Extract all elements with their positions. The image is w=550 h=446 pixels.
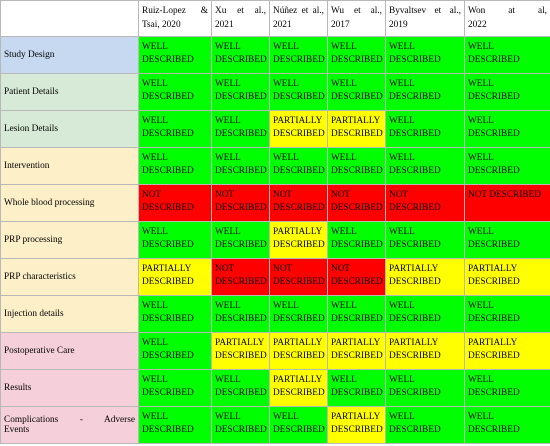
row-label: Patient Details <box>0 73 139 111</box>
rating-cell: PARTIALLY DESCRIBED <box>464 332 550 370</box>
rating-cell: PARTIALLY DESCRIBED <box>269 221 328 259</box>
rating-cell: WELL DESCRIBED <box>138 221 212 259</box>
rating-cell: WELL DESCRIBED <box>464 147 550 185</box>
row-label: Whole blood processing <box>0 184 139 222</box>
rating-cell: WELL DESCRIBED <box>211 295 270 333</box>
rating-cell: WELL DESCRIBED <box>385 369 465 407</box>
rating-cell: NOT DESCRIBED <box>269 184 328 222</box>
column-header: Byvaltsev et al., 2019 <box>385 0 465 37</box>
rating-cell: WELL DESCRIBED <box>269 406 328 444</box>
column-header: Won at al, 2022 <box>464 0 550 37</box>
rating-cell: WELL DESCRIBED <box>211 73 270 111</box>
rating-cell: WELL DESCRIBED <box>385 73 465 111</box>
rating-cell: NOT DESCRIBED <box>327 184 386 222</box>
rating-cell: WELL DESCRIBED <box>464 221 550 259</box>
rating-cell: WELL DESCRIBED <box>327 369 386 407</box>
rating-cell: WELL DESCRIBED <box>464 369 550 407</box>
column-header: Núñez et al., 2021 <box>269 0 328 37</box>
rating-cell: PARTIALLY DESCRIBED <box>269 369 328 407</box>
rating-cell: WELL DESCRIBED <box>211 369 270 407</box>
row-label: Injection details <box>0 295 139 333</box>
row-label: Complications - Adverse Events <box>0 406 139 444</box>
table-row: Patient Details WELL DESCRIBED WELL DESCRI… <box>0 73 550 111</box>
rating-cell: WELL DESCRIBED <box>385 147 465 185</box>
rating-cell: WELL DESCRIBED <box>327 147 386 185</box>
rating-cell: WELL DESCRIBED <box>269 36 328 74</box>
rating-cell: WELL DESCRIBED <box>269 147 328 185</box>
rating-cell: WELL DESCRIBED <box>138 147 212 185</box>
rating-cell: PARTIALLY DESCRIBED <box>464 258 550 296</box>
rating-cell: NOT DESCRIBED <box>269 258 328 296</box>
table-row: PRP characteristics PARTIALLY DESCRIBED NO… <box>0 258 550 296</box>
rating-cell: WELL DESCRIBED <box>464 73 550 111</box>
table-row: PRP processing WELL DESCRIBED WELL DESCRIB… <box>0 221 550 259</box>
rating-cell: WELL DESCRIBED <box>138 332 212 370</box>
column-header: Wu et al., 2017 <box>327 0 386 37</box>
rating-cell: WELL DESCRIBED <box>327 295 386 333</box>
table-row: Postoperative Care WELL DESCRIBED PARTIALL… <box>0 332 550 370</box>
rating-cell: WELL DESCRIBED <box>138 73 212 111</box>
rating-cell: WELL DESCRIBED <box>385 221 465 259</box>
table-row: Intervention WELL DESCRIBED WELL DESCRIBED… <box>0 147 550 185</box>
rating-cell: NOT DESCRIBED <box>385 184 465 222</box>
rating-cell: WELL DESCRIBED <box>464 406 550 444</box>
row-label: PRP characteristics <box>0 258 139 296</box>
row-label: Lesion Details <box>0 110 139 148</box>
row-label: Intervention <box>0 147 139 185</box>
table-row: Injection details WELL DESCRIBED WELL DESC… <box>0 295 550 333</box>
rating-cell: WELL DESCRIBED <box>464 295 550 333</box>
rating-cell: WELL DESCRIBED <box>327 36 386 74</box>
rating-cell: PARTIALLY DESCRIBED <box>138 258 212 296</box>
row-label: Postoperative Care <box>0 332 139 370</box>
rating-cell: WELL DESCRIBED <box>464 36 550 74</box>
table-row: Whole blood processing NOT DESCRIBED NOT D… <box>0 184 550 222</box>
corner-cell <box>0 0 139 37</box>
column-header: Xu et al., 2021 <box>211 0 270 37</box>
rating-cell: NOT DESCRIBED <box>211 258 270 296</box>
row-label: Results <box>0 369 139 407</box>
rating-cell: WELL DESCRIBED <box>327 221 386 259</box>
table-row: Lesion Details WELL DESCRIBED WELL DESCRIB… <box>0 110 550 148</box>
rating-cell: WELL DESCRIBED <box>327 73 386 111</box>
rating-cell: PARTIALLY DESCRIBED <box>327 110 386 148</box>
rating-cell: WELL DESCRIBED <box>269 295 328 333</box>
rating-cell: WELL DESCRIBED <box>211 147 270 185</box>
rating-cell: WELL DESCRIBED <box>138 369 212 407</box>
rating-cell: WELL DESCRIBED <box>464 110 550 148</box>
rating-cell: WELL DESCRIBED <box>385 406 465 444</box>
rating-cell: WELL DESCRIBED <box>385 110 465 148</box>
rating-cell: WELL DESCRIBED <box>138 295 212 333</box>
rating-cell: NOT DESCRIBED <box>327 258 386 296</box>
column-header: Ruiz-Lopez & Tsai, 2020 <box>138 0 212 37</box>
rating-cell: PARTIALLY DESCRIBED <box>385 258 465 296</box>
rating-cell: WELL DESCRIBED <box>269 73 328 111</box>
table-row: Results WELL DESCRIBED WELL DESCRIBED PARTI… <box>0 369 550 407</box>
rating-cell: PARTIALLY DESCRIBED <box>269 332 328 370</box>
rating-cell: WELL DESCRIBED <box>385 36 465 74</box>
header-row: Ruiz-Lopez & Tsai, 2020 Xu et al., 2021 Nú… <box>0 0 550 37</box>
rating-cell: NOT DESCRIBED <box>211 184 270 222</box>
rating-cell: WELL DESCRIBED <box>211 221 270 259</box>
rating-cell: PARTIALLY DESCRIBED <box>385 332 465 370</box>
row-label: PRP processing <box>0 221 139 259</box>
rating-cell: PARTIALLY DESCRIBED <box>327 406 386 444</box>
rating-cell: WELL DESCRIBED <box>138 36 212 74</box>
rating-cell: WELL DESCRIBED <box>138 110 212 148</box>
rating-cell: PARTIALLY DESCRIBED <box>211 332 270 370</box>
rating-cell: WELL DESCRIBED <box>211 36 270 74</box>
rating-cell: PARTIALLY DESCRIBED <box>327 332 386 370</box>
rating-cell: WELL DESCRIBED <box>138 406 212 444</box>
rating-cell: NOT DESCRIBED <box>464 184 550 222</box>
row-label: Study Design <box>0 36 139 74</box>
rating-cell: WELL DESCRIBED <box>211 110 270 148</box>
table-row: Study Design WELL DESCRIBED WELL DESCRIBED… <box>0 36 550 74</box>
rating-cell: WELL DESCRIBED <box>385 295 465 333</box>
table-row: Complications - Adverse Events WELL DESCRI… <box>0 406 550 444</box>
rating-cell: PARTIALLY DESCRIBED <box>269 110 328 148</box>
table-body: Study Design WELL DESCRIBED WELL DESCRIBED… <box>0 36 550 444</box>
rating-cell: WELL DESCRIBED <box>211 406 270 444</box>
rating-cell: NOT DESCRIBED <box>138 184 212 222</box>
